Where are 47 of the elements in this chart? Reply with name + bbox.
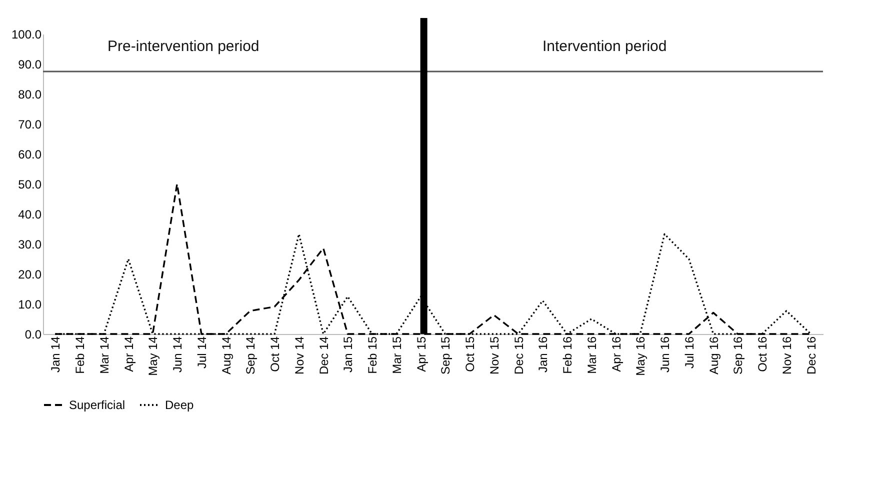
x-tick-label: Feb 16: [560, 336, 575, 374]
annotation: Intervention period: [542, 38, 667, 55]
legend-label: Deep: [165, 398, 194, 412]
y-tick-label: 60.0: [18, 148, 42, 162]
legend-label: Superficial: [69, 398, 126, 412]
x-tick-label: Dec 14: [316, 336, 331, 375]
x-tick-label: Dec 16: [804, 336, 818, 375]
annotation: Pre-intervention period: [108, 38, 260, 55]
x-tick-label: Jul 14: [194, 336, 209, 369]
y-tick-label: 40.0: [18, 208, 42, 222]
x-tick-label: Apr 16: [609, 336, 624, 372]
x-tick-label: Jan 14: [48, 336, 63, 373]
x-tick-label: Aug 16: [706, 336, 721, 375]
x-tick-label: Mar 16: [584, 336, 599, 374]
y-tick-label: 100.0: [11, 28, 42, 42]
x-tick-label: Sep 14: [244, 336, 258, 375]
x-tick-label: May 16: [634, 336, 648, 376]
x-tick-label: May 14: [146, 336, 160, 376]
x-tick-label: Jun 16: [658, 336, 672, 373]
x-tick-label: Nov 14: [292, 336, 306, 375]
y-tick-label: 30.0: [18, 238, 42, 252]
x-tick-label: Oct 16: [756, 336, 770, 372]
x-tick-label: Mar 15: [390, 336, 404, 374]
x-tick-label: Mar 14: [97, 336, 112, 374]
x-tick-label: Nov 15: [487, 336, 502, 375]
x-tick-label: Oct 14: [268, 336, 282, 372]
x-tick-label: Sep 16: [731, 336, 746, 375]
x-tick-label: Feb 15: [366, 336, 380, 374]
x-tick-label: Jan 16: [536, 336, 550, 373]
x-tick-label: Jul 16: [682, 336, 696, 369]
y-tick-label: 20.0: [18, 268, 42, 282]
y-tick-label: 0.0: [24, 328, 42, 342]
y-tick-label: 80.0: [18, 88, 42, 102]
x-tick-label: Jun 14: [170, 336, 185, 373]
y-tick-label: 50.0: [18, 178, 42, 192]
x-tick-label: Dec 15: [512, 336, 526, 375]
x-tick-label: Feb 14: [73, 336, 88, 374]
y-tick-label: 90.0: [18, 58, 42, 72]
x-tick-label: Jan 15: [341, 336, 356, 373]
y-tick-label: 70.0: [18, 118, 42, 132]
x-tick-label: Nov 16: [780, 336, 794, 375]
x-tick-label: Apr 15: [414, 336, 428, 372]
y-tick-label: 10.0: [18, 298, 42, 312]
x-tick-label: Sep 15: [438, 336, 453, 375]
x-tick-label: Apr 14: [122, 336, 136, 372]
x-tick-label: Aug 14: [219, 336, 234, 375]
x-tick-label: Oct 15: [463, 336, 478, 372]
